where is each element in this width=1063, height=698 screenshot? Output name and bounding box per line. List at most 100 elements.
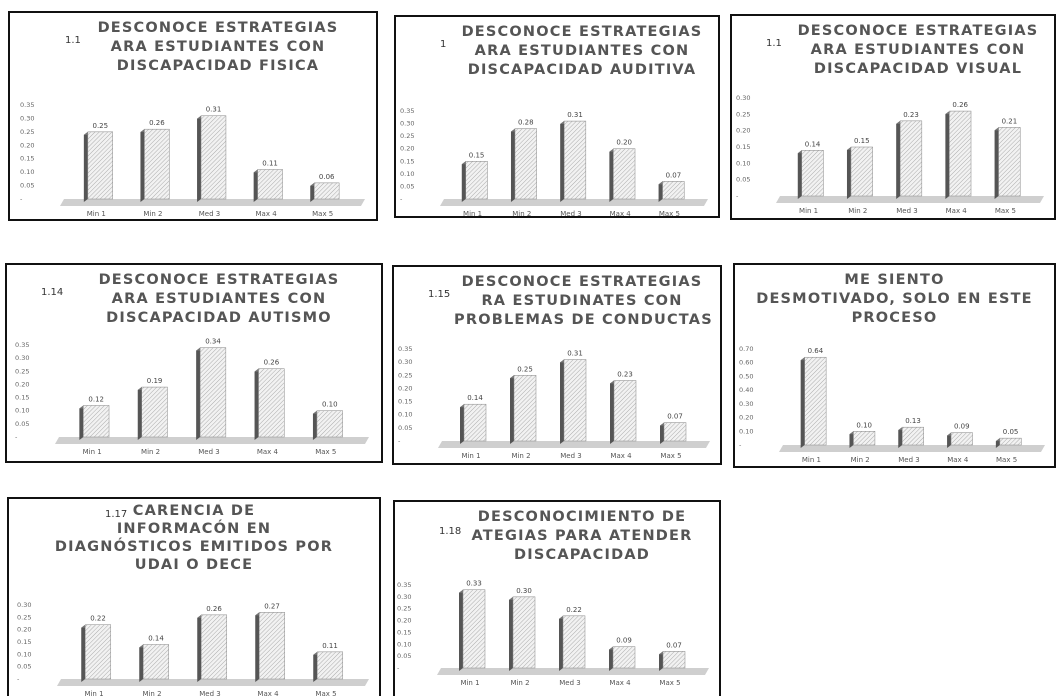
category-label: Med 3 (560, 452, 581, 460)
data-label: 0.10 (856, 421, 872, 429)
bar-front (141, 386, 168, 438)
y-tick-label: - (15, 433, 18, 441)
bar-front (998, 127, 1021, 197)
bar-side (460, 404, 464, 444)
bar-side (846, 147, 851, 199)
data-label: 0.26 (264, 359, 280, 367)
y-tick-label: 0.30 (400, 120, 414, 128)
chart-panel-desconocimiento: 0.35 0.30 0.25 0.20 0.15 0.10 0.05 - 0.33 Min 1 0.… (393, 500, 721, 696)
y-tick-label: 0.05 (397, 652, 411, 660)
y-tick-label: 0.30 (398, 358, 412, 366)
data-label: 0.31 (206, 106, 222, 114)
bar-side (849, 431, 854, 448)
bar-side (510, 375, 514, 444)
bar-2 (846, 146, 873, 199)
bar-front (257, 169, 283, 200)
bar-1 (83, 131, 114, 202)
data-label: 0.11 (262, 159, 278, 167)
category-label: Max 5 (315, 690, 336, 698)
category-label: Min 1 (460, 679, 479, 687)
bar-front (316, 410, 343, 438)
chart-panel-discapacidad-auditiva: 0.35 0.30 0.25 0.20 0.15 0.10 0.05 - 0.15 Min 1 0.… (394, 15, 720, 218)
bar-side (609, 646, 613, 671)
bar-chart: 0.70 0.60 0.50 0.40 0.30 0.20 0.10 - 0.64 Min 1 0.… (739, 345, 1045, 464)
bar-5 (658, 181, 685, 202)
data-label: 0.23 (617, 371, 633, 379)
y-tick-label: 0.05 (400, 182, 414, 190)
data-label: 0.14 (467, 394, 483, 402)
chart-title-line: ATEGIAS PARA ATENDER (471, 528, 693, 544)
y-tick-label: - (739, 441, 742, 449)
bar-side (610, 380, 614, 444)
bar-side (945, 111, 950, 199)
bar-5 (312, 410, 343, 440)
y-tick-label: - (736, 192, 739, 200)
y-tick-label: 0.30 (736, 94, 750, 102)
bar-front (663, 422, 687, 442)
bar-side (898, 427, 903, 448)
y-tick-label: 0.60 (739, 359, 753, 367)
bar-side (83, 131, 88, 202)
bar-front (316, 651, 344, 680)
bar-2 (510, 375, 537, 444)
data-label: 0.30 (516, 587, 532, 595)
bar-3 (196, 347, 227, 440)
chart-title: DESCONOCE ESTRATEGIAS ARA ESTUDIANTES CO… (792, 22, 1044, 79)
bar-4 (609, 148, 636, 202)
bar-front (513, 375, 537, 442)
bar-1 (81, 624, 112, 682)
chart-title-line: ME SIENTO (844, 272, 945, 288)
chart-number: 1.15 (428, 289, 451, 300)
chart-title-line: DESCONOCE ESTRATEGIAS (461, 24, 703, 40)
bar-5 (313, 651, 344, 682)
y-tick-label: 0.15 (736, 143, 750, 151)
bar-side (137, 387, 142, 440)
chart-number: 1.1 (65, 35, 81, 46)
bar-front (200, 614, 228, 680)
bar-side (659, 651, 663, 671)
data-label: 0.14 (148, 634, 164, 642)
chart-panel-discapacidad-fisica: 0.35 0.30 0.25 0.20 0.15 0.10 0.05 - 0.25 Min 1 0.… (8, 11, 378, 221)
bar-chart: 0.35 0.30 0.25 0.20 0.15 0.10 0.05 - 0.14 Min 1 0.… (398, 345, 710, 460)
data-label: 0.22 (566, 606, 582, 614)
y-tick-label: 0.05 (15, 420, 29, 428)
bar-2 (137, 386, 168, 440)
category-label: Max 4 (257, 448, 279, 456)
chart-number: 1.14 (41, 287, 64, 298)
chart-number: 1.17 (105, 509, 128, 520)
bar-2 (140, 128, 170, 202)
bar-4 (945, 110, 972, 199)
bar-side (253, 169, 258, 202)
data-label: 0.12 (88, 395, 104, 403)
chart-title-line: PROCESO (851, 310, 938, 326)
chart-title-line: ARA ESTUDIANTES CON (110, 39, 326, 55)
bar-front (801, 150, 824, 197)
chart-panel-discapacidad-autismo: 0.35 0.30 0.25 0.20 0.15 0.10 0.05 - 0.12 Min 1 0.… (5, 263, 383, 463)
category-label: Min 2 (141, 448, 160, 456)
chart-floor (57, 679, 369, 686)
category-label: Med 3 (898, 456, 919, 464)
y-tick-label: 0.30 (20, 114, 34, 122)
category-label: Max 5 (659, 210, 680, 218)
category-label: Max 4 (610, 210, 632, 218)
category-label: Med 3 (199, 690, 220, 698)
data-label: 0.27 (264, 602, 280, 610)
bar-2 (139, 644, 170, 682)
chart-title-line: DISCAPACIDAD AUTISMO (106, 310, 332, 326)
data-label: 0.07 (666, 171, 682, 179)
bar-front (514, 128, 537, 200)
bar-front (200, 115, 227, 200)
bar-side (797, 150, 802, 199)
y-tick-label: 0.20 (17, 626, 31, 634)
y-tick-label: 0.05 (17, 663, 31, 671)
chart-title-line: CARENCIA DE (132, 503, 256, 519)
chart-number: 1 (440, 39, 447, 50)
data-label: 0.09 (616, 637, 632, 645)
bar-front (850, 146, 873, 197)
bar-front (144, 128, 170, 200)
category-label: Med 3 (198, 448, 219, 456)
category-label: Min 1 (87, 210, 106, 218)
chart-panel-problemas-conductas: 0.35 0.30 0.25 0.20 0.15 0.10 0.05 - 0.14 Min 1 0.… (392, 265, 722, 465)
chart-floor (55, 437, 369, 444)
bar-front (613, 148, 636, 200)
